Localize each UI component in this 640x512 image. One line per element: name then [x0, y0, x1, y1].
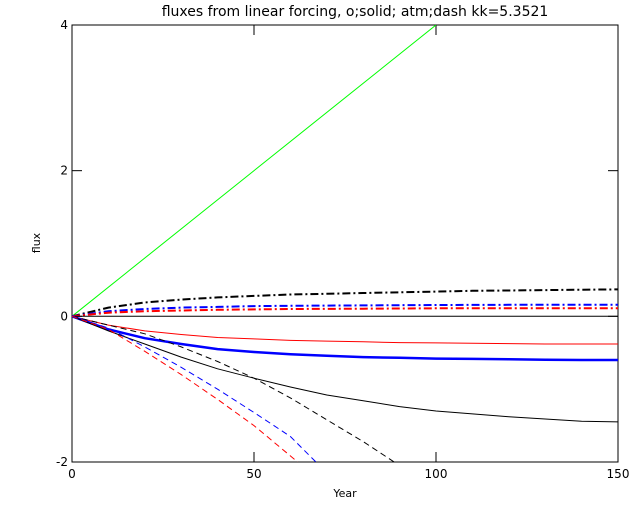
- x-tick-label: 50: [246, 467, 261, 481]
- x-tick-label: 100: [425, 467, 448, 481]
- series-line-9: [72, 315, 317, 462]
- series-line-7: [72, 315, 618, 423]
- series-line-1: [72, 288, 618, 318]
- chart-title: fluxes from linear forcing, o;solid; atm…: [162, 4, 549, 20]
- series-line-6: [72, 315, 618, 362]
- y-tick-label: 4: [60, 18, 68, 32]
- series-line-2: [72, 303, 618, 318]
- series-layer: [72, 25, 618, 462]
- series-line-0: [72, 25, 437, 317]
- series-line-10: [72, 315, 299, 462]
- series-line-3: [72, 307, 618, 318]
- series-line-8: [72, 315, 396, 462]
- y-tick-label: -2: [56, 455, 68, 469]
- x-axis-label: Year: [332, 487, 357, 500]
- plot-frame: [71, 24, 619, 463]
- series-line-5: [72, 315, 618, 345]
- y-tick-label: 2: [60, 164, 68, 178]
- x-tick-label: 0: [68, 467, 76, 481]
- y-axis-label: flux: [30, 232, 43, 253]
- x-tick-label: 150: [607, 467, 630, 481]
- y-tick-label: 0: [60, 309, 68, 323]
